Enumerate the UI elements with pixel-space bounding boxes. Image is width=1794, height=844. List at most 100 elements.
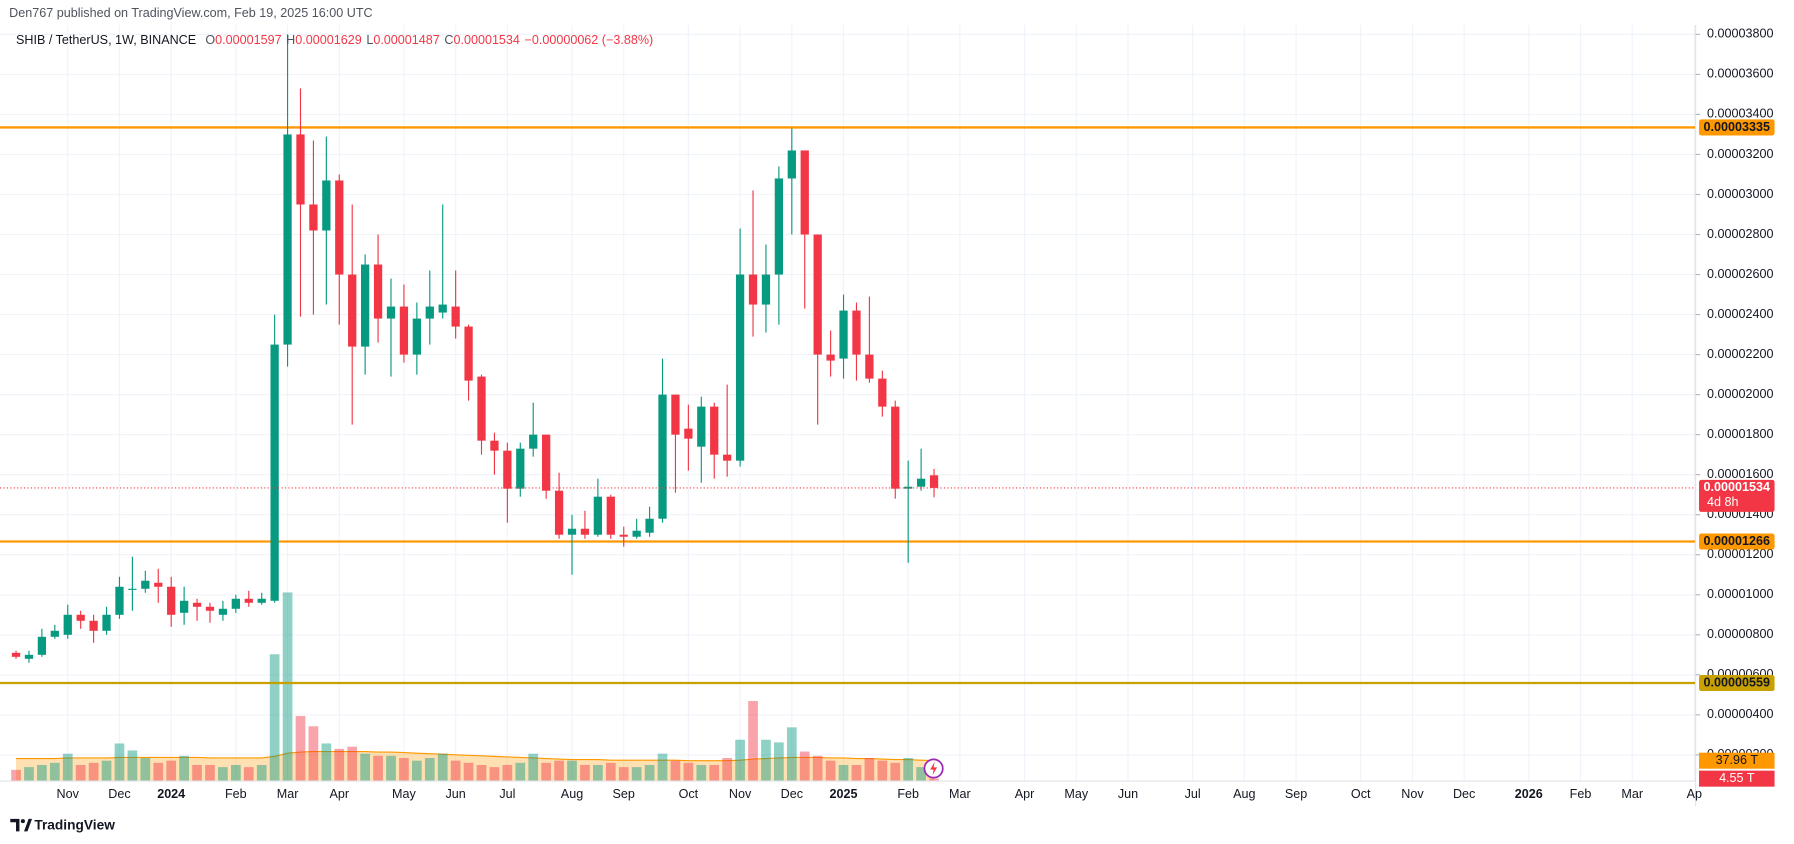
candle-body bbox=[800, 150, 809, 235]
x-tick-label: Dec bbox=[1453, 787, 1475, 801]
volume-bar bbox=[890, 762, 901, 782]
x-tick-label: Jun bbox=[1118, 787, 1138, 801]
y-tick-label: 0.00002600 bbox=[1707, 267, 1773, 281]
x-tick-label: Ap bbox=[1687, 787, 1702, 801]
candle-body bbox=[309, 204, 318, 231]
candle-body bbox=[735, 274, 745, 461]
ohlc-value: 0.00001597 bbox=[215, 34, 281, 48]
x-tick-label: Mar bbox=[277, 787, 299, 801]
volume-bar bbox=[166, 760, 177, 782]
level-label-bg bbox=[1699, 119, 1775, 136]
volume-bar bbox=[437, 753, 448, 782]
alert-icon bbox=[923, 758, 944, 779]
candle-body bbox=[270, 344, 279, 601]
candle-body bbox=[671, 394, 680, 435]
y-tick-label: 0.00000800 bbox=[1707, 627, 1773, 641]
volume-bar bbox=[205, 764, 215, 782]
candle-body bbox=[11, 652, 21, 657]
volume-bar bbox=[748, 701, 758, 782]
candle-body bbox=[102, 614, 111, 631]
x-tick-label: 2026 bbox=[1515, 787, 1543, 801]
candle-body bbox=[128, 588, 137, 590]
change: −0.00000062 (−3.88%) bbox=[525, 34, 654, 48]
candle-body bbox=[89, 620, 98, 631]
candle-body bbox=[37, 636, 47, 655]
x-tick-label: Jul bbox=[499, 787, 515, 801]
level-label-bg bbox=[1699, 675, 1775, 692]
volume-bar bbox=[412, 760, 422, 782]
level-label: 0.00001266 bbox=[1704, 534, 1770, 548]
x-tick-label: Jul bbox=[1185, 787, 1201, 801]
volume-bar bbox=[515, 762, 526, 782]
volume-ma-area bbox=[16, 751, 935, 782]
y-tick-label: 0.00003800 bbox=[1707, 27, 1773, 41]
volume-bar bbox=[334, 748, 345, 782]
level-label: 0.00000559 bbox=[1704, 675, 1770, 689]
volume-bar bbox=[230, 764, 241, 782]
volume-bar bbox=[722, 757, 733, 782]
volume-bar bbox=[567, 760, 577, 782]
level-label: 0.00003335 bbox=[1704, 120, 1770, 134]
candle-body bbox=[891, 406, 900, 489]
volume-bar bbox=[269, 654, 280, 782]
candle-body bbox=[658, 394, 667, 519]
ohlc-key: O bbox=[205, 34, 215, 48]
x-tick-label: Apr bbox=[1015, 787, 1035, 801]
candle-body bbox=[348, 274, 357, 347]
volume-bar bbox=[761, 739, 771, 782]
x-tick-label: Mar bbox=[949, 787, 971, 801]
volume-bar bbox=[463, 762, 474, 782]
candle-body bbox=[464, 326, 473, 381]
candle-body bbox=[63, 614, 72, 635]
x-tick-label: Jun bbox=[446, 787, 466, 801]
y-tick-label: 0.00003400 bbox=[1707, 107, 1773, 121]
volume-bar bbox=[618, 767, 629, 782]
volume-bar bbox=[851, 764, 862, 782]
y-tick-label: 0.00000400 bbox=[1707, 707, 1773, 721]
ohlc-value: 0.00001534 bbox=[453, 34, 519, 48]
x-tick-label: Nov bbox=[1401, 787, 1424, 801]
volume-bar bbox=[101, 760, 112, 782]
volume-bar bbox=[24, 767, 34, 782]
volume-bar bbox=[799, 751, 810, 782]
volume-bar bbox=[541, 762, 552, 782]
x-tick-label: Dec bbox=[108, 787, 130, 801]
candle-body bbox=[606, 496, 615, 535]
x-tick-label: Feb bbox=[225, 787, 247, 801]
volume-bar bbox=[424, 757, 435, 782]
x-tick-label: Feb bbox=[1570, 787, 1592, 801]
volume-bar bbox=[709, 764, 720, 782]
x-tick-label: Aug bbox=[561, 787, 583, 801]
x-tick-label: Oct bbox=[1351, 787, 1371, 801]
candle-body bbox=[697, 406, 706, 447]
x-tick-label: May bbox=[1064, 787, 1088, 801]
volume-bar bbox=[373, 755, 383, 782]
brand-name: TradingView bbox=[34, 817, 115, 832]
volume-bar bbox=[282, 592, 293, 782]
candle-body bbox=[386, 306, 396, 319]
candle-body bbox=[761, 274, 771, 305]
volume-bar bbox=[347, 746, 358, 782]
volume-bar bbox=[735, 739, 745, 782]
logo-shape bbox=[24, 818, 33, 832]
candle-body bbox=[179, 600, 189, 613]
ohlc-key: H bbox=[286, 34, 295, 48]
candle-body bbox=[916, 478, 926, 487]
volume-bar bbox=[179, 755, 189, 782]
candle-body bbox=[205, 606, 215, 611]
x-tick-label: May bbox=[392, 787, 416, 801]
candle-body bbox=[490, 440, 499, 451]
volume-bar bbox=[295, 716, 306, 782]
candle-body bbox=[76, 614, 85, 621]
volume-bar bbox=[812, 755, 823, 782]
volume-bar bbox=[360, 753, 370, 782]
candle-body bbox=[296, 134, 305, 205]
volume-bar bbox=[864, 757, 875, 782]
candle-body bbox=[154, 582, 163, 587]
volume-bar bbox=[218, 767, 228, 782]
y-tick-label: 0.00001000 bbox=[1707, 587, 1773, 601]
volume-bar bbox=[502, 764, 513, 782]
volume-bar bbox=[476, 764, 487, 782]
x-tick-label: Sep bbox=[1285, 787, 1307, 801]
